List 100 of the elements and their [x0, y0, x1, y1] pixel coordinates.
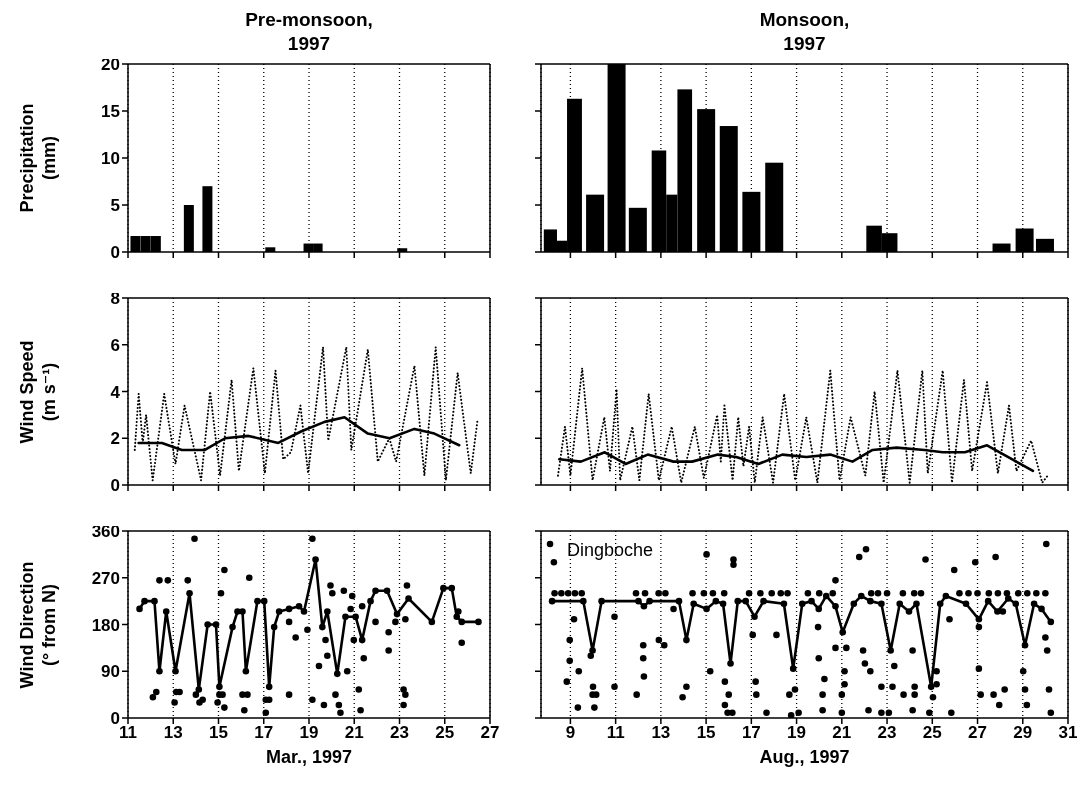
point [358, 603, 366, 610]
point [195, 686, 203, 693]
point [742, 597, 749, 605]
point [324, 608, 331, 615]
point [994, 608, 1001, 615]
x-tick-label: 27 [480, 723, 500, 743]
y-tick-label: 0 [110, 243, 120, 263]
point [309, 696, 316, 704]
point [867, 597, 874, 605]
y-tick-label: 0 [110, 709, 120, 729]
chart-title: Monsoon, 1997 [759, 8, 850, 56]
point [355, 686, 363, 693]
point [216, 683, 223, 691]
point [392, 618, 399, 626]
point [1012, 600, 1020, 608]
point [405, 595, 412, 602]
point [329, 590, 336, 597]
point [141, 597, 148, 605]
point [332, 691, 339, 698]
point [927, 683, 935, 691]
point [270, 623, 278, 631]
point [780, 600, 788, 608]
point [151, 597, 158, 605]
point [217, 590, 225, 597]
x-tick-label: 19 [787, 723, 807, 743]
point [712, 597, 720, 605]
point [640, 603, 648, 610]
point [285, 618, 293, 626]
point [285, 691, 293, 698]
point [815, 605, 823, 613]
point [335, 701, 343, 709]
point [580, 597, 587, 605]
x-tick-label: 13 [163, 723, 183, 743]
point [342, 613, 349, 621]
point [690, 600, 697, 608]
point [324, 652, 331, 659]
point [172, 667, 179, 675]
point [913, 600, 920, 608]
point [149, 693, 157, 701]
x-tick-label: 21 [344, 723, 364, 743]
x-tick-label: 15 [209, 723, 228, 743]
point [156, 577, 163, 584]
point [402, 691, 409, 698]
x-tick-label: 23 [877, 723, 897, 743]
point [727, 660, 734, 667]
point [832, 603, 839, 610]
point [839, 628, 847, 636]
y-tick-label: 0 [110, 476, 120, 496]
point [984, 597, 992, 605]
point [1021, 641, 1029, 649]
point [402, 616, 409, 623]
point [455, 608, 462, 615]
point [760, 597, 767, 605]
point [475, 618, 482, 626]
point [136, 605, 143, 613]
point [975, 616, 983, 623]
point [333, 670, 341, 678]
point [440, 584, 447, 592]
y-tick-label: 90 [101, 662, 120, 682]
point [1030, 600, 1038, 608]
point [458, 618, 466, 626]
point [887, 647, 894, 654]
point [244, 691, 251, 698]
point [703, 605, 710, 613]
point [383, 587, 391, 595]
point [393, 610, 401, 618]
y-tick-label: 270 [91, 568, 120, 588]
x-tick-label: 17 [741, 723, 761, 743]
point [204, 621, 211, 628]
point [327, 582, 334, 589]
x-tick-label: 23 [390, 723, 409, 743]
point [896, 600, 904, 608]
point [850, 600, 858, 608]
point [164, 577, 172, 584]
point [192, 691, 200, 698]
point [352, 613, 359, 621]
point [548, 597, 556, 605]
point [385, 647, 392, 654]
point [212, 621, 220, 628]
point [315, 662, 323, 670]
point [936, 600, 944, 608]
y-tick-label: 2 [110, 429, 120, 449]
point [156, 667, 163, 675]
x-tick-label: 9 [565, 723, 576, 743]
point [221, 704, 228, 711]
point [312, 556, 319, 563]
y-tick-label: 15 [101, 102, 120, 122]
x-axis-title: Mar., 1997 [265, 747, 353, 767]
point [1038, 605, 1045, 613]
point [675, 597, 683, 605]
y-tick-label: 8 [110, 289, 120, 309]
point [403, 582, 411, 589]
point [322, 636, 329, 644]
point [453, 613, 461, 621]
point [635, 597, 642, 605]
x-tick-label: 27 [968, 723, 987, 743]
point [320, 701, 328, 709]
y-tick-label: 10 [101, 149, 120, 169]
point [905, 608, 913, 615]
point [292, 634, 299, 641]
